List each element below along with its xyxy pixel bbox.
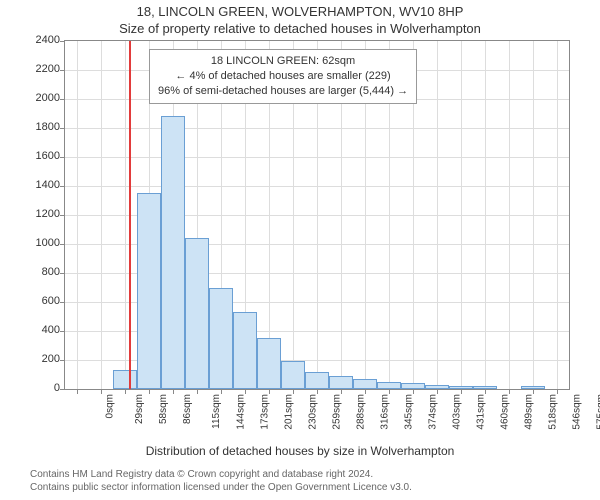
ytick-label: 2200 bbox=[20, 63, 60, 75]
ytick-mark bbox=[60, 186, 65, 187]
histogram-bar bbox=[137, 193, 161, 389]
xtick-mark bbox=[149, 389, 150, 394]
footer-line2: Contains public sector information licen… bbox=[30, 481, 412, 494]
reference-line bbox=[129, 41, 131, 389]
xtick-label: 345sqm bbox=[404, 394, 415, 430]
ytick-mark bbox=[60, 157, 65, 158]
gridline-v bbox=[125, 41, 126, 389]
ytick-mark bbox=[60, 389, 65, 390]
histogram-bar bbox=[473, 386, 497, 389]
ytick-mark bbox=[60, 70, 65, 71]
histogram-bar bbox=[329, 376, 353, 389]
xtick-label: 489sqm bbox=[524, 394, 535, 430]
xtick-label: 403sqm bbox=[452, 394, 463, 430]
histogram-bar bbox=[257, 338, 281, 389]
xtick-label: 518sqm bbox=[548, 394, 559, 430]
ytick-label: 600 bbox=[20, 295, 60, 307]
xtick-label: 29sqm bbox=[134, 394, 145, 424]
ytick-mark bbox=[60, 331, 65, 332]
gridline-v bbox=[437, 41, 438, 389]
xtick-label: 173sqm bbox=[260, 394, 271, 430]
xtick-mark bbox=[197, 389, 198, 394]
xtick-mark bbox=[173, 389, 174, 394]
histogram-bar bbox=[113, 370, 137, 389]
xtick-label: 144sqm bbox=[236, 394, 247, 430]
callout-line1: 18 LINCOLN GREEN: 62sqm bbox=[158, 54, 408, 69]
gridline-v bbox=[557, 41, 558, 389]
chart-title-line1: 18, LINCOLN GREEN, WOLVERHAMPTON, WV10 8… bbox=[0, 4, 600, 19]
xtick-label: 86sqm bbox=[182, 394, 193, 424]
ytick-mark bbox=[60, 215, 65, 216]
chart-container: 18, LINCOLN GREEN, WOLVERHAMPTON, WV10 8… bbox=[0, 0, 600, 500]
ytick-label: 1800 bbox=[20, 121, 60, 133]
callout-line3: 96% of semi-detached houses are larger (… bbox=[158, 84, 408, 99]
histogram-bar bbox=[233, 312, 257, 389]
x-axis-label: Distribution of detached houses by size … bbox=[0, 444, 600, 458]
gridline-v bbox=[101, 41, 102, 389]
ytick-label: 400 bbox=[20, 324, 60, 336]
ytick-mark bbox=[60, 99, 65, 100]
ytick-mark bbox=[60, 302, 65, 303]
ytick-mark bbox=[60, 360, 65, 361]
histogram-bar bbox=[281, 361, 305, 389]
ytick-mark bbox=[60, 128, 65, 129]
histogram-bar bbox=[425, 385, 449, 389]
xtick-mark bbox=[101, 389, 102, 394]
histogram-bar bbox=[449, 386, 473, 389]
ytick-mark bbox=[60, 41, 65, 42]
footer-text: Contains HM Land Registry data © Crown c… bbox=[30, 468, 412, 494]
histogram-bar bbox=[521, 386, 545, 389]
xtick-label: 575sqm bbox=[596, 394, 600, 430]
xtick-label: 431sqm bbox=[476, 394, 487, 430]
chart-title-line2: Size of property relative to detached ho… bbox=[0, 21, 600, 36]
ytick-label: 1200 bbox=[20, 208, 60, 220]
gridline-v bbox=[509, 41, 510, 389]
ytick-label: 2400 bbox=[20, 34, 60, 46]
histogram-bar bbox=[377, 382, 401, 389]
xtick-label: 546sqm bbox=[572, 394, 583, 430]
ytick-label: 1600 bbox=[20, 150, 60, 162]
callout-line2: ← 4% of detached houses are smaller (229… bbox=[158, 69, 408, 84]
callout-box: 18 LINCOLN GREEN: 62sqm ← 4% of detached… bbox=[149, 49, 417, 104]
ytick-mark bbox=[60, 273, 65, 274]
ytick-label: 800 bbox=[20, 266, 60, 278]
xtick-label: 58sqm bbox=[158, 394, 169, 424]
histogram-bar bbox=[305, 372, 329, 389]
xtick-label: 0sqm bbox=[104, 394, 115, 418]
xtick-label: 316sqm bbox=[380, 394, 391, 430]
xtick-label: 288sqm bbox=[356, 394, 367, 430]
ytick-label: 0 bbox=[20, 382, 60, 394]
ytick-label: 2000 bbox=[20, 92, 60, 104]
xtick-label: 460sqm bbox=[500, 394, 511, 430]
xtick-label: 259sqm bbox=[332, 394, 343, 430]
ytick-label: 1000 bbox=[20, 237, 60, 249]
xtick-label: 374sqm bbox=[428, 394, 439, 430]
footer-line1: Contains HM Land Registry data © Crown c… bbox=[30, 468, 412, 481]
gridline-v bbox=[485, 41, 486, 389]
ytick-label: 1400 bbox=[20, 179, 60, 191]
xtick-mark bbox=[77, 389, 78, 394]
gridline-v bbox=[533, 41, 534, 389]
histogram-bar bbox=[185, 238, 209, 389]
xtick-label: 115sqm bbox=[211, 394, 222, 429]
xtick-label: 230sqm bbox=[308, 394, 319, 430]
gridline-v bbox=[77, 41, 78, 389]
histogram-bar bbox=[401, 383, 425, 389]
histogram-bar bbox=[353, 379, 377, 389]
ytick-label: 200 bbox=[20, 353, 60, 365]
gridline-v bbox=[461, 41, 462, 389]
ytick-mark bbox=[60, 244, 65, 245]
plot-area: 18 LINCOLN GREEN: 62sqm ← 4% of detached… bbox=[64, 40, 570, 390]
histogram-bar bbox=[209, 288, 233, 390]
xtick-mark bbox=[125, 389, 126, 394]
xtick-label: 201sqm bbox=[284, 394, 295, 430]
histogram-bar bbox=[161, 116, 185, 389]
